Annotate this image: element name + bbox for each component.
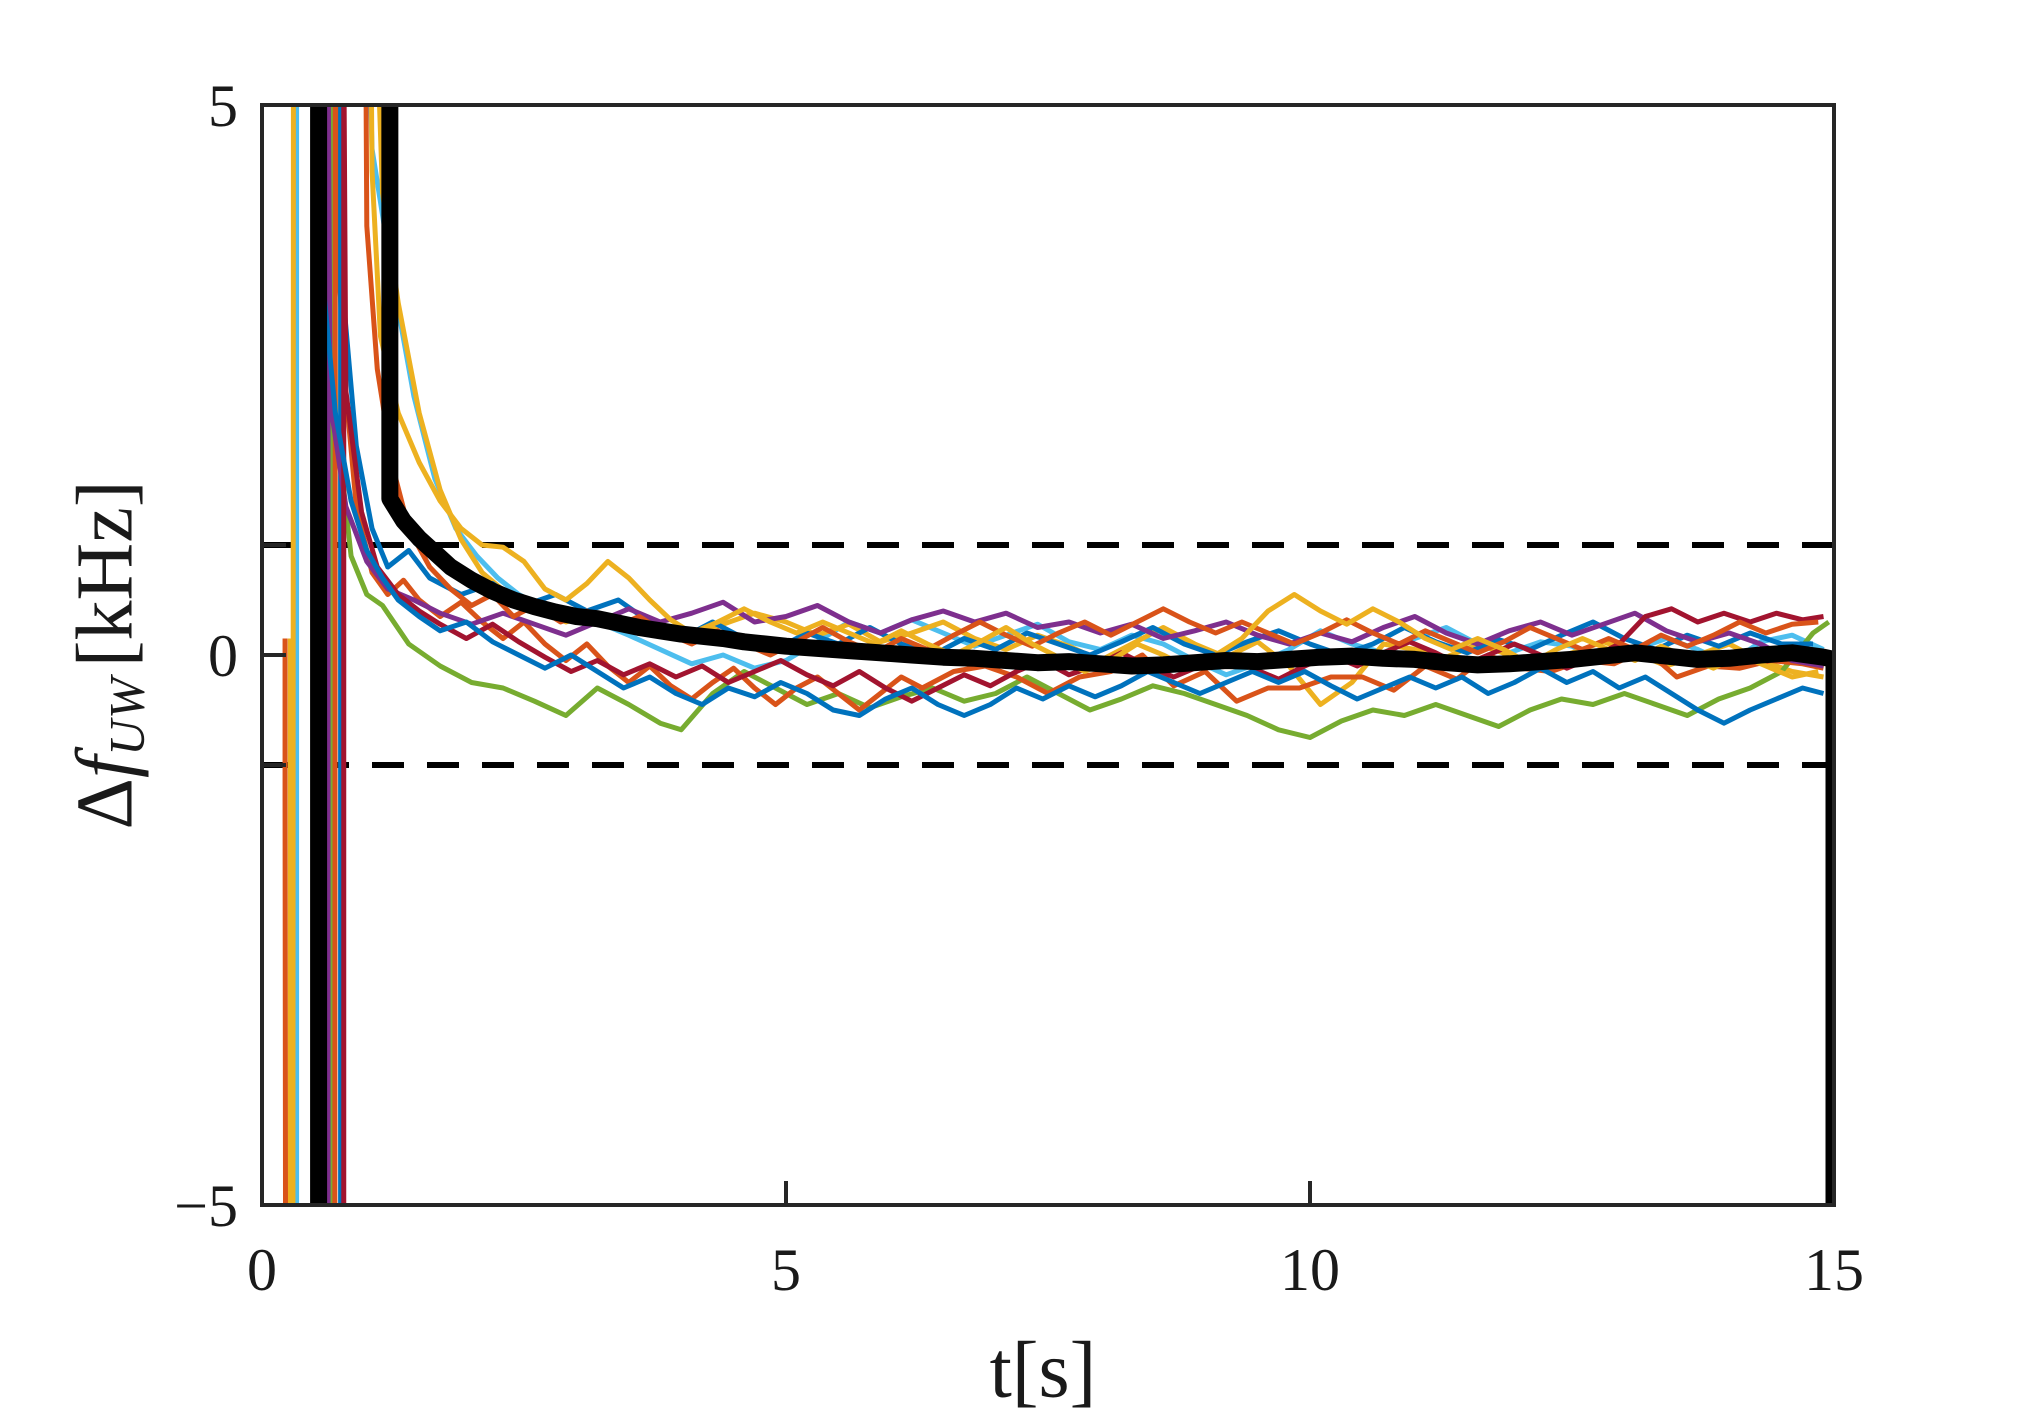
x-tick-label: 0: [247, 1237, 277, 1303]
y-tick-label: 5: [208, 73, 238, 139]
f-symbol: f: [61, 755, 150, 779]
series-run-yellow-b: [369, 105, 1819, 680]
y-axis-label: ΔfUW[kHz]: [60, 481, 155, 830]
series-mean: [381, 105, 1834, 1205]
x-axis-label: t[s]: [989, 1326, 1097, 1415]
series-run-green: [328, 105, 1831, 1205]
f-subscript: UW: [99, 676, 155, 756]
y-unit: [kHz]: [61, 480, 150, 668]
delta-symbol: Δ: [61, 778, 150, 830]
x-tick-label: 15: [1804, 1237, 1864, 1303]
y-tick-label: −5: [174, 1173, 238, 1239]
y-tick-label: 0: [208, 623, 238, 689]
series-run-orange-b: [363, 105, 1819, 658]
series-run-blue-b: [315, 105, 1825, 1205]
series-run-purple: [325, 105, 1824, 1205]
x-tick-label: 10: [1280, 1237, 1340, 1303]
x-tick-label: 5: [771, 1237, 801, 1303]
